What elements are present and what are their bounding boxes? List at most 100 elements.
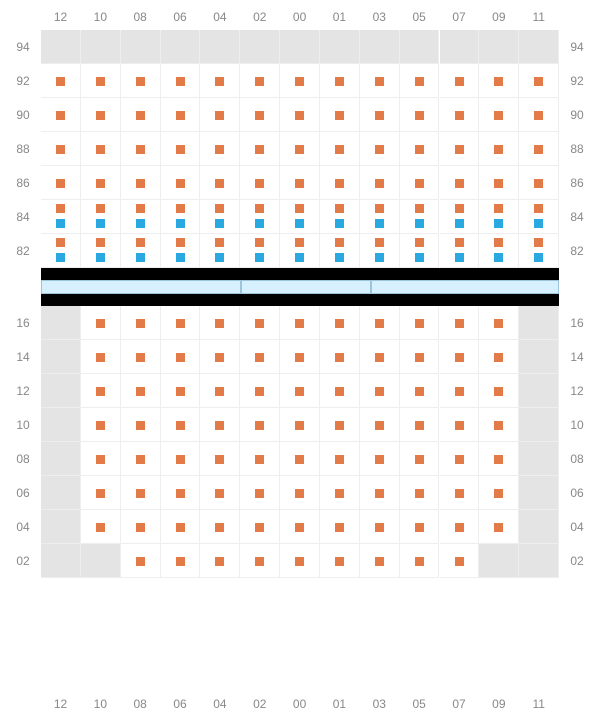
seat-marker[interactable]	[494, 219, 503, 228]
seat-marker[interactable]	[415, 421, 424, 430]
seat-marker[interactable]	[96, 489, 105, 498]
seat-marker[interactable]	[136, 179, 145, 188]
seat-marker[interactable]	[455, 455, 464, 464]
seat-marker[interactable]	[335, 353, 344, 362]
seat-marker[interactable]	[295, 353, 304, 362]
seat-marker[interactable]	[415, 238, 424, 247]
seat-marker[interactable]	[96, 77, 105, 86]
seat-marker[interactable]	[335, 204, 344, 213]
seat-marker[interactable]	[534, 145, 543, 154]
seat-marker[interactable]	[494, 253, 503, 262]
seat-marker[interactable]	[96, 387, 105, 396]
seat-marker[interactable]	[136, 145, 145, 154]
seat-marker[interactable]	[255, 523, 264, 532]
seat-marker[interactable]	[415, 179, 424, 188]
seat-marker[interactable]	[176, 179, 185, 188]
seat-marker[interactable]	[295, 455, 304, 464]
seat-marker[interactable]	[96, 145, 105, 154]
seat-marker[interactable]	[494, 238, 503, 247]
seat-marker[interactable]	[136, 421, 145, 430]
seat-cell[interactable]	[360, 30, 400, 64]
seat-marker[interactable]	[455, 238, 464, 247]
seat-marker[interactable]	[136, 489, 145, 498]
seat-marker[interactable]	[255, 489, 264, 498]
seat-marker[interactable]	[494, 455, 503, 464]
seat-marker[interactable]	[295, 557, 304, 566]
seat-cell[interactable]	[41, 306, 81, 340]
seat-marker[interactable]	[375, 319, 384, 328]
seat-marker[interactable]	[415, 204, 424, 213]
seat-marker[interactable]	[335, 111, 344, 120]
seat-marker[interactable]	[415, 523, 424, 532]
seat-marker[interactable]	[136, 557, 145, 566]
seat-marker[interactable]	[255, 387, 264, 396]
seat-cell[interactable]	[41, 374, 81, 408]
seat-marker[interactable]	[215, 523, 224, 532]
seat-cell[interactable]	[519, 340, 559, 374]
seat-marker[interactable]	[96, 319, 105, 328]
seat-marker[interactable]	[494, 489, 503, 498]
seat-cell[interactable]	[440, 30, 480, 64]
seat-marker[interactable]	[96, 219, 105, 228]
seat-marker[interactable]	[136, 523, 145, 532]
seat-marker[interactable]	[136, 353, 145, 362]
seat-marker[interactable]	[56, 204, 65, 213]
seat-marker[interactable]	[176, 238, 185, 247]
seat-marker[interactable]	[455, 319, 464, 328]
seat-cell[interactable]	[519, 510, 559, 544]
seat-marker[interactable]	[455, 204, 464, 213]
seat-marker[interactable]	[375, 523, 384, 532]
seat-marker[interactable]	[136, 238, 145, 247]
seat-marker[interactable]	[415, 319, 424, 328]
seat-marker[interactable]	[455, 557, 464, 566]
seat-marker[interactable]	[335, 145, 344, 154]
seat-cell[interactable]	[519, 374, 559, 408]
seat-marker[interactable]	[335, 387, 344, 396]
seat-marker[interactable]	[494, 387, 503, 396]
seat-marker[interactable]	[96, 204, 105, 213]
seat-marker[interactable]	[534, 238, 543, 247]
seat-marker[interactable]	[215, 77, 224, 86]
seat-marker[interactable]	[415, 253, 424, 262]
seat-cell[interactable]	[41, 408, 81, 442]
seat-marker[interactable]	[335, 523, 344, 532]
seat-cell[interactable]	[41, 340, 81, 374]
seat-marker[interactable]	[295, 253, 304, 262]
seat-marker[interactable]	[215, 455, 224, 464]
seat-marker[interactable]	[335, 319, 344, 328]
seat-marker[interactable]	[215, 145, 224, 154]
seat-marker[interactable]	[255, 353, 264, 362]
seat-marker[interactable]	[215, 253, 224, 262]
seat-marker[interactable]	[455, 77, 464, 86]
seat-marker[interactable]	[335, 253, 344, 262]
seat-marker[interactable]	[255, 145, 264, 154]
seat-cell[interactable]	[81, 544, 121, 578]
seat-marker[interactable]	[215, 489, 224, 498]
seat-marker[interactable]	[136, 204, 145, 213]
seat-marker[interactable]	[215, 421, 224, 430]
seat-marker[interactable]	[215, 179, 224, 188]
seat-marker[interactable]	[375, 111, 384, 120]
seat-cell[interactable]	[400, 30, 440, 64]
seat-marker[interactable]	[494, 319, 503, 328]
seat-marker[interactable]	[455, 523, 464, 532]
seat-marker[interactable]	[56, 111, 65, 120]
seat-marker[interactable]	[494, 77, 503, 86]
seat-marker[interactable]	[335, 489, 344, 498]
seat-cell[interactable]	[519, 30, 559, 64]
seat-cell[interactable]	[280, 30, 320, 64]
seat-marker[interactable]	[96, 455, 105, 464]
seat-marker[interactable]	[255, 219, 264, 228]
seat-marker[interactable]	[255, 455, 264, 464]
seat-cell[interactable]	[519, 476, 559, 510]
seat-marker[interactable]	[56, 77, 65, 86]
seat-marker[interactable]	[176, 319, 185, 328]
seat-marker[interactable]	[455, 387, 464, 396]
seat-marker[interactable]	[295, 319, 304, 328]
seat-cell[interactable]	[200, 30, 240, 64]
seat-marker[interactable]	[494, 145, 503, 154]
seat-marker[interactable]	[255, 421, 264, 430]
seat-marker[interactable]	[96, 179, 105, 188]
seat-marker[interactable]	[494, 523, 503, 532]
seat-marker[interactable]	[415, 353, 424, 362]
